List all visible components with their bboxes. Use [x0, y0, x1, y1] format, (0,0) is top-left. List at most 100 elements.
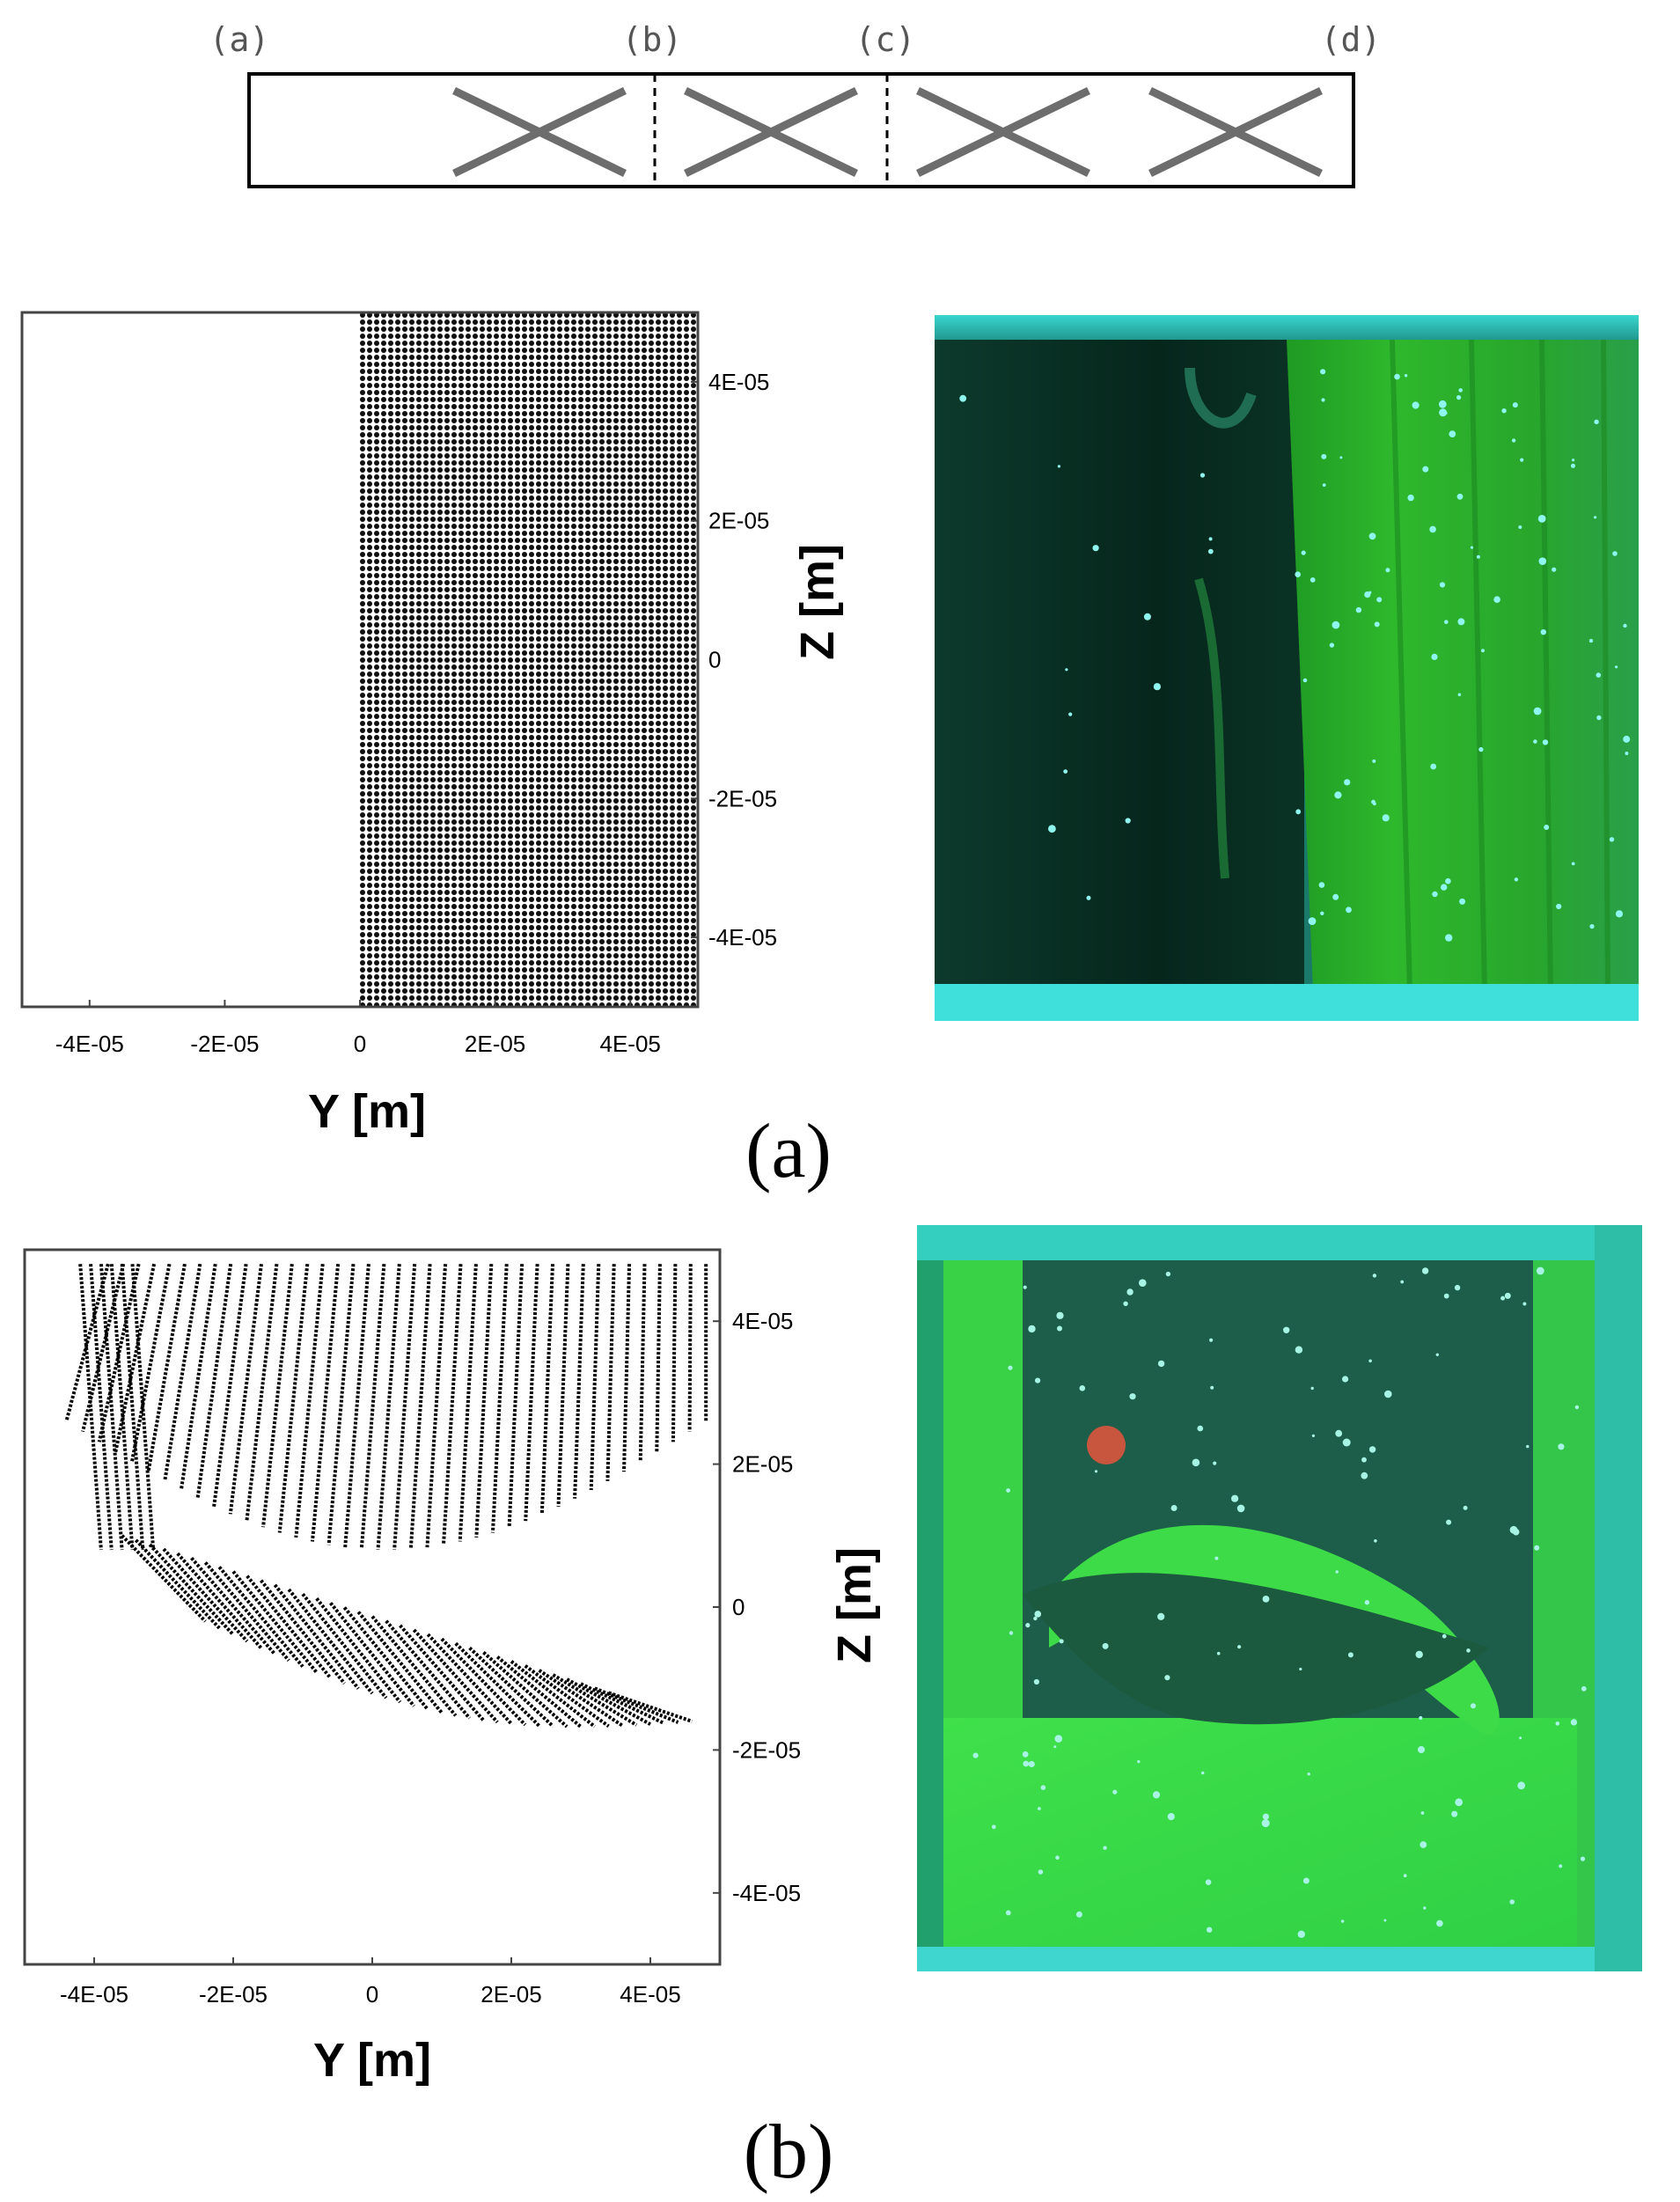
photo-bottom-edge [917, 1947, 1642, 1971]
striation [589, 1264, 601, 1491]
bubble [1332, 620, 1340, 629]
striation [121, 1534, 207, 1623]
bubble [1382, 814, 1390, 822]
striation [129, 1263, 172, 1463]
striation [566, 1677, 651, 1726]
bubble [1443, 1293, 1449, 1299]
bubble [1385, 568, 1390, 573]
bubble [1459, 898, 1466, 905]
striation [326, 1264, 356, 1545]
bubble [1514, 877, 1519, 882]
striation [287, 1588, 374, 1695]
y-axis-title-a: Z [m] [791, 544, 844, 660]
bubble [1057, 1325, 1062, 1332]
bubble [1075, 1911, 1082, 1918]
bubble [1429, 525, 1436, 533]
striation [495, 1655, 583, 1729]
striation [134, 1538, 221, 1630]
bubble [1361, 1457, 1367, 1463]
bubble [1476, 554, 1480, 559]
y-tick-label: 0 [708, 647, 721, 673]
bubble [1368, 532, 1376, 540]
y-tick-label: -2E-05 [708, 785, 777, 811]
bubble [1299, 1667, 1302, 1671]
bubble [1063, 769, 1068, 774]
photo-top-edge [917, 1225, 1642, 1260]
bubble [1456, 395, 1462, 400]
striation [607, 1691, 693, 1723]
bubble [1167, 1813, 1175, 1821]
bubble [1556, 903, 1562, 910]
striation [359, 1264, 386, 1550]
striation [671, 1264, 678, 1442]
bubble [959, 394, 967, 402]
bubble [1344, 779, 1351, 786]
bubble [1262, 1596, 1270, 1603]
bubble [1214, 1556, 1219, 1560]
bubble [1055, 1855, 1060, 1860]
bubble [1152, 1791, 1161, 1799]
bubble [1520, 458, 1524, 462]
bubble [1445, 877, 1451, 884]
striation [203, 1561, 290, 1662]
bubble [1581, 1685, 1587, 1692]
bubble [1006, 1488, 1010, 1493]
bubble [1143, 613, 1151, 620]
striation [442, 1264, 463, 1545]
striation [392, 1264, 417, 1551]
bubble [1455, 1798, 1464, 1807]
bubble [1054, 1735, 1063, 1743]
bubble [1368, 591, 1372, 594]
bubble [1512, 402, 1518, 408]
bubble [1157, 1612, 1165, 1620]
bubble [1065, 668, 1068, 672]
bubble [1457, 618, 1465, 626]
bubble [1412, 401, 1420, 409]
bubble [1103, 1846, 1107, 1850]
bubble [1009, 1631, 1014, 1635]
bubble [1295, 1346, 1303, 1354]
bubble [1439, 582, 1446, 588]
bubble [1471, 1703, 1476, 1709]
bubble [1509, 1899, 1515, 1905]
striation [370, 1615, 458, 1717]
bubble [1364, 1600, 1370, 1605]
bubble [1623, 623, 1627, 628]
bubble-streak [1185, 367, 1257, 429]
striation [426, 1633, 513, 1725]
bubble [1430, 763, 1437, 770]
bubble [1526, 1444, 1530, 1449]
cross-section-plot-b: -4E-05 -2E-05 0 2E-05 4E-05 4E-05 2E-05 0 -2E-05… [23, 1248, 801, 2007]
bubble [1451, 1810, 1458, 1817]
bubble [1033, 1616, 1038, 1621]
bubble [1538, 557, 1547, 565]
bubble [1609, 837, 1615, 842]
bubble [1200, 1771, 1205, 1775]
bubble [1436, 1919, 1443, 1927]
bubble [1420, 1811, 1425, 1815]
bubble [1478, 746, 1484, 752]
bubble [1501, 408, 1507, 414]
bubble [1347, 1652, 1354, 1658]
striation [130, 1264, 156, 1551]
bubble [1038, 1807, 1041, 1810]
bubble [1519, 1736, 1522, 1740]
bubble [1518, 525, 1522, 529]
striation [474, 1264, 494, 1538]
bubble [1456, 493, 1464, 500]
y-tick-label: 2E-05 [708, 508, 769, 534]
bubble [1335, 1429, 1343, 1437]
bubble [1589, 924, 1595, 929]
bubble [1444, 620, 1449, 624]
striation [97, 1263, 141, 1442]
bubble [1463, 1505, 1468, 1510]
bubble [1302, 1877, 1310, 1884]
micromixer-photo-a [935, 315, 1639, 1021]
green-stream [1287, 340, 1639, 991]
bubble [1537, 515, 1546, 523]
striation [89, 1264, 114, 1551]
striation [440, 1637, 527, 1727]
bubble [1533, 739, 1537, 744]
striation [482, 1651, 569, 1729]
bubble [1423, 1906, 1427, 1910]
